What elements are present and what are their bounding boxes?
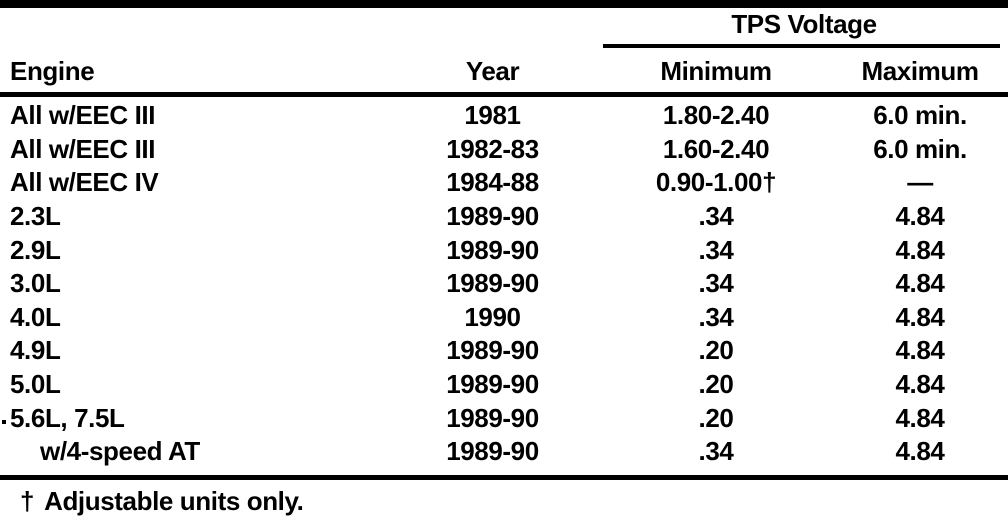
minimum-cell: .20 [698,335,734,366]
tps-voltage-underline [603,44,1000,48]
maximum-cell: 4.84 [895,301,945,332]
maximum-cell: 4.84 [895,402,945,433]
tps-voltage-group-header: TPS Voltage [731,9,877,39]
table-row: 5.0L 1989-90 .20 4.84 [0,368,1008,402]
table-bottom-rule [0,475,1008,480]
year-cell: 1989-90 [446,234,539,265]
engine-cell: 5.6L, 7.5L [10,402,125,433]
engine-cell: 5.0L [10,369,61,400]
maximum-cell: 4.84 [895,268,945,299]
top-rule [0,0,1008,8]
table-row: All w/EEC IV 1984-88 0.90-1.00† — [0,166,1008,200]
column-header-year: Year [465,55,520,86]
header-underline-rule [0,92,1008,97]
scan-artifact-dot [2,420,6,424]
minimum-cell: .34 [698,436,734,467]
year-cell: 1982-83 [446,133,539,164]
engine-cell: 2.9L [10,234,61,265]
year-cell: 1990 [464,301,521,332]
column-header-maximum: Maximum [861,55,979,86]
table-row: 4.9L 1989-90 .20 4.84 [0,334,1008,368]
table-row: 5.6L, 7.5L 1989-90 .20 4.84 [0,401,1008,435]
table-row: w/4-speed AT 1989-90 .34 4.84 [0,435,1008,469]
dagger-icon: † [20,486,35,516]
maximum-cell: 6.0 min. [873,100,967,131]
minimum-cell: .20 [698,402,734,433]
minimum-cell: .34 [698,268,734,299]
maximum-cell: 4.84 [895,201,945,232]
maximum-cell: 4.84 [895,335,945,366]
table-row: All w/EEC III 1982-83 1.60-2.40 6.0 min. [0,133,1008,167]
year-cell: 1989-90 [446,436,539,467]
engine-cell: 4.9L [10,335,61,366]
table-row: 4.0L 1990 .34 4.84 [0,301,1008,335]
minimum-cell: .34 [698,234,734,265]
engine-cell: 3.0L [10,268,61,299]
column-header-engine: Engine [10,55,95,86]
minimum-cell: 1.80-2.40 [662,100,770,131]
table-row: All w/EEC III 1981 1.80-2.40 6.0 min. [0,99,1008,133]
year-cell: 1981 [464,100,521,131]
table-row: 3.0L 1989-90 .34 4.84 [0,267,1008,301]
engine-cell: 4.0L [10,301,61,332]
minimum-cell: 1.60-2.40 [662,133,770,164]
year-cell: 1989-90 [446,335,539,366]
table-body: All w/EEC III 1981 1.80-2.40 6.0 min. Al… [0,99,1008,469]
table-row: 2.9L 1989-90 .34 4.84 [0,233,1008,267]
column-header-minimum: Minimum [660,55,772,86]
minimum-cell: 0.90-1.00† [655,167,777,198]
year-cell: 1989-90 [446,369,539,400]
maximum-cell: 6.0 min. [873,133,967,164]
year-cell: 1989-90 [446,402,539,433]
engine-cell: All w/EEC III [10,100,156,131]
engine-cell: 2.3L [10,201,61,232]
year-cell: 1989-90 [446,268,539,299]
engine-cell: w/4-speed AT [40,436,200,467]
year-cell: 1984-88 [446,167,539,198]
engine-cell: All w/EEC III [10,133,156,164]
footnote-text: Adjustable units only. [44,486,304,516]
minimum-cell: .20 [698,369,734,400]
maximum-cell: 4.84 [895,369,945,400]
maximum-cell: — [907,167,933,198]
year-cell: 1989-90 [446,201,539,232]
footnote: † Adjustable units only. [20,486,304,517]
maximum-cell: 4.84 [895,436,945,467]
minimum-cell: .34 [698,301,734,332]
engine-cell: All w/EEC IV [10,167,159,198]
column-header-row: Engine Year Minimum Maximum [0,52,1008,90]
maximum-cell: 4.84 [895,234,945,265]
table-row: 2.3L 1989-90 .34 4.84 [0,200,1008,234]
minimum-cell: .34 [698,201,734,232]
